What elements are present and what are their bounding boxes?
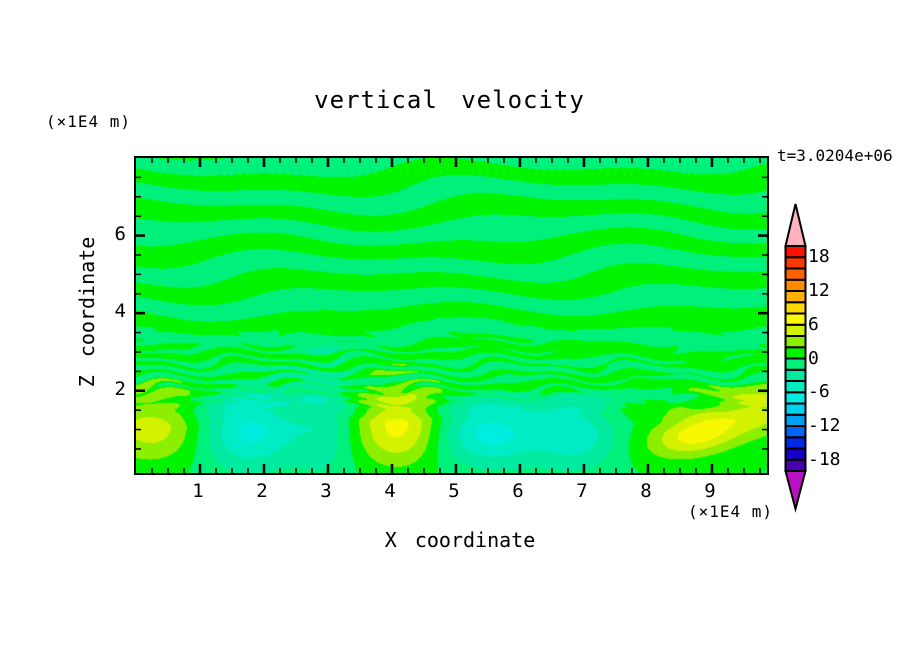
colorbar-segment	[784, 290, 807, 304]
colorbar-segment	[784, 267, 807, 281]
colorbar-segment	[784, 391, 807, 405]
colorbar-segment	[784, 458, 807, 472]
y-tick-label: 2	[114, 377, 126, 400]
x-tick-label: 4	[384, 480, 396, 502]
colorbar-segment	[784, 346, 807, 360]
x-tick-label: 9	[704, 480, 716, 502]
colorbar-tick-label: 6	[808, 313, 819, 335]
y-axis-unit-label: (×1E4 m)	[46, 112, 132, 131]
colorbar-over-arrow	[784, 203, 807, 247]
colorbar-tick-label: 18	[808, 246, 830, 268]
colorbar-segment	[784, 301, 807, 315]
x-tick-label: 2	[256, 480, 268, 502]
colorbar-segment	[784, 312, 807, 326]
colorbar-segment	[784, 256, 807, 270]
colorbar-segment	[784, 323, 807, 337]
colorbar-tick-label: -12	[808, 415, 841, 436]
colorbar-segment	[784, 335, 807, 349]
colorbar-segment	[784, 425, 807, 439]
x-tick-label: 7	[576, 480, 588, 502]
colorbar-segment	[784, 402, 807, 416]
colorbar-segment	[784, 245, 807, 259]
x-axis-title: X coordinate	[384, 528, 536, 552]
colorbar-segment	[784, 447, 807, 461]
colorbar	[784, 203, 807, 513]
colorbar-tick-label: -6	[808, 381, 830, 403]
y-tick-label: 6	[114, 222, 126, 245]
colorbar-segment	[784, 436, 807, 450]
colorbar-tick-label: -18	[808, 448, 841, 470]
colorbar-segment	[784, 357, 807, 371]
axis-ticks	[136, 158, 767, 473]
colorbar-segment	[784, 413, 807, 427]
colorbar-segment	[784, 278, 807, 292]
x-tick-label: 1	[192, 480, 204, 502]
chart-title: vertical velocity	[314, 86, 585, 114]
y-tick-label: 4	[114, 300, 126, 323]
contour-field-canvas	[136, 158, 767, 473]
colorbar-segment	[784, 380, 807, 394]
time-annotation: t=3.0204e+06	[777, 146, 893, 165]
colorbar-tick-label: 0	[808, 347, 819, 369]
colorbar-tick-label: 12	[808, 280, 830, 301]
x-tick-label: 8	[640, 480, 652, 502]
x-axis-unit-label: (×1E4 m)	[688, 502, 774, 521]
colorbar-under-arrow	[784, 470, 807, 513]
plot-area	[134, 156, 769, 475]
x-tick-label: 5	[448, 480, 460, 502]
colorbar-segment	[784, 368, 807, 382]
x-tick-label: 6	[512, 480, 524, 502]
x-tick-label: 3	[320, 480, 332, 502]
